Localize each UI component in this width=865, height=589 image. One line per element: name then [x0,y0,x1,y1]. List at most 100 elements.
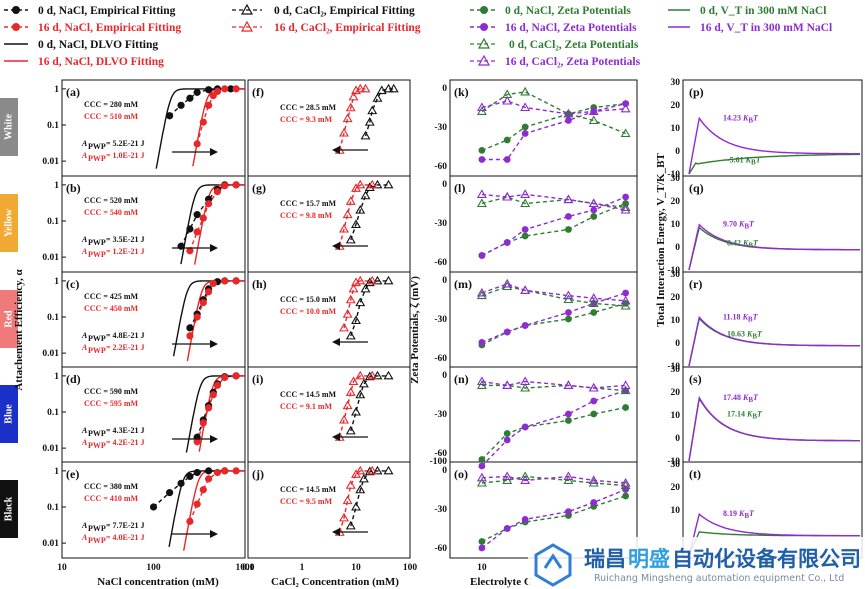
data-point-16d-cacl2 [342,209,353,219]
vt-max-16d-label: 8.19 KBT [723,509,755,520]
zeta-0d-cacl2-point [520,382,531,392]
col1-xtick-label: 100 [146,563,161,573]
zeta-16d-cacl2-point [502,191,513,201]
col1-ylabel: Attachement Efficiency, α [13,268,25,390]
ccc-16d-cacl2-label: CCC = 9.8 mM [280,211,333,220]
watermark-bg [528,537,865,589]
zeta-16d-nacl-point [521,423,529,431]
zeta-16d-cacl2-point [620,295,631,305]
hamaker-0d-value: = 7.7E-21 J [106,521,145,530]
zeta-16d-cacl2-line [481,475,626,484]
hamaker-0d-subscript: PWP [88,429,106,438]
data-point-16d-nacl [213,87,222,96]
empirical-curve-16d-cacl2 [339,184,373,247]
legend-marker-0d-cacl2 [240,3,254,15]
zeta-0d-nacl-point [521,123,529,131]
zeta-16d-cacl2-point [588,382,599,392]
legend-marker-0d-nacl [12,6,20,14]
legend-empirical-0d-cacl2: 0 d, CaCl₂, Empirical Fitting [274,5,415,17]
data-point-16d-nacl [186,247,194,255]
ccc-16d-label: CCC = 410 mM [84,494,139,503]
col1-ytick-label: 0.1 [47,503,59,513]
empirical-curve-16d [189,470,237,522]
data-point-16d-cacl2 [360,83,371,93]
zeta-16d-nacl-point [565,309,572,316]
ccc-0d-cacl2-label: CCC = 28.5 mM [280,103,337,112]
hamaker-0d-value: = 4.8E-21 J [106,331,145,340]
company-cn-b: 明盛 [628,547,670,571]
zeta-16d-nacl-point [521,322,529,329]
data-point-16d-cacl2 [342,400,353,410]
data-point-16d-cacl2 [348,91,359,101]
zeta-0d-nacl-point [590,410,598,418]
col1-ytick-label: 1 [54,277,59,287]
data-point-0d-cacl2 [364,466,375,476]
col3-xtick-label: 10 [477,563,487,573]
arrow-left-icon [332,433,340,441]
panel-label-q: (q) [689,181,704,195]
data-point-0d-nacl [166,489,174,497]
empirical-curve-0d-cacl2 [364,88,394,137]
hamaker-0d-value: = 3.5E-21 J [106,235,145,244]
zeta-0d-nacl-point [478,538,486,545]
zeta-16d-nacl-point [565,117,572,124]
hamaker-0d-symbol: A [81,521,88,530]
zeta-16d-cacl2-point [520,475,531,484]
col1-ytick-label: 0.1 [47,121,59,131]
zeta-0d-nacl-point [565,417,572,424]
hamaker-0d-symbol: A [81,426,88,435]
col4-ytick-label: 30 [671,78,681,88]
data-point-16d-cacl2 [345,102,356,112]
zeta-16d-cacl2-point [520,102,531,112]
data-point-0d-cacl2 [345,425,356,435]
zeta-16d-nacl-line [481,389,626,467]
zeta-0d-nacl-line [481,102,626,152]
zeta-16d-nacl-line [481,292,626,344]
col3-ytick-label: -100 [430,457,448,467]
data-point-16d-nacl [221,277,229,285]
ccc-16d-label: CCC = 450 mM [84,304,139,313]
vt-curve-0d [688,396,860,462]
zeta-16d-nacl-point [503,328,511,336]
vt-curve-16d [688,116,860,175]
legend-empirical-16d-cacl2: 16 d, CaCl₂, Empirical Fitting [274,22,421,34]
vt-max-0d-label: 10.63 KBT [727,330,763,341]
data-point-16d-nacl [221,373,229,382]
row-label-text-white: White [3,113,14,140]
col3-ytick-label: -60 [434,449,447,459]
legend-marker-zeta-0d-cacl2 [477,37,491,49]
col4-ytick-label: 30 [671,174,681,184]
empirical-curve-0d-cacl2 [350,470,389,527]
col4-ytick-label: 20 [671,101,681,111]
data-point-16d-nacl [199,214,207,222]
panel-label-b: (b) [66,181,81,195]
ccc-0d-cacl2-label: CCC = 14.5 mM [280,390,337,399]
legend: 0 d, NaCl, Empirical Fitting 16 d, NaCl,… [4,3,832,68]
legend-empirical-16d-nacl: 16 d, NaCl, Empirical Fitting [38,22,181,34]
row-label-text-black: Black [3,496,14,521]
ccc-16d-cacl2-label: CCC = 9.5 mM [280,497,333,506]
col3-ylabel: Zeta Potentials, ζ (mV) [409,276,421,384]
vt-curve-16d [688,395,860,462]
col1-xlabel: NaCl concentration (mM) [97,576,219,588]
zeta-16d-nacl-point [478,252,486,259]
zeta-0d-nacl-line [481,302,626,346]
ccc-0d-label: CCC = 425 mM [84,292,139,301]
vt-curve-16d [688,315,860,367]
hamaker-0d-symbol: A [81,139,88,148]
data-point-0d-nacl [193,211,201,219]
row-label-text-blue: Blue [3,404,14,424]
zeta-16d-cacl2-point [620,477,631,487]
zeta-0d-cacl2-line [481,91,626,135]
empirical-curve-0d-cacl2 [350,375,389,432]
col4-ytick-label: 20 [671,293,681,303]
col1-frame [61,79,246,559]
vt-max-0d-label: 17.14 KBT [727,410,763,421]
panel-label-g: (g) [252,181,266,195]
arrow-right-icon [210,340,218,348]
data-point-16d-cacl2 [351,277,361,287]
legend-vt-16d: 16 d, V_T in 300 mM NaCl [700,22,832,34]
data-point-16d-cacl2 [367,370,378,380]
panel-label-a: (a) [66,85,80,99]
ccc-16d-label: CCC = 540 mM [84,208,139,217]
